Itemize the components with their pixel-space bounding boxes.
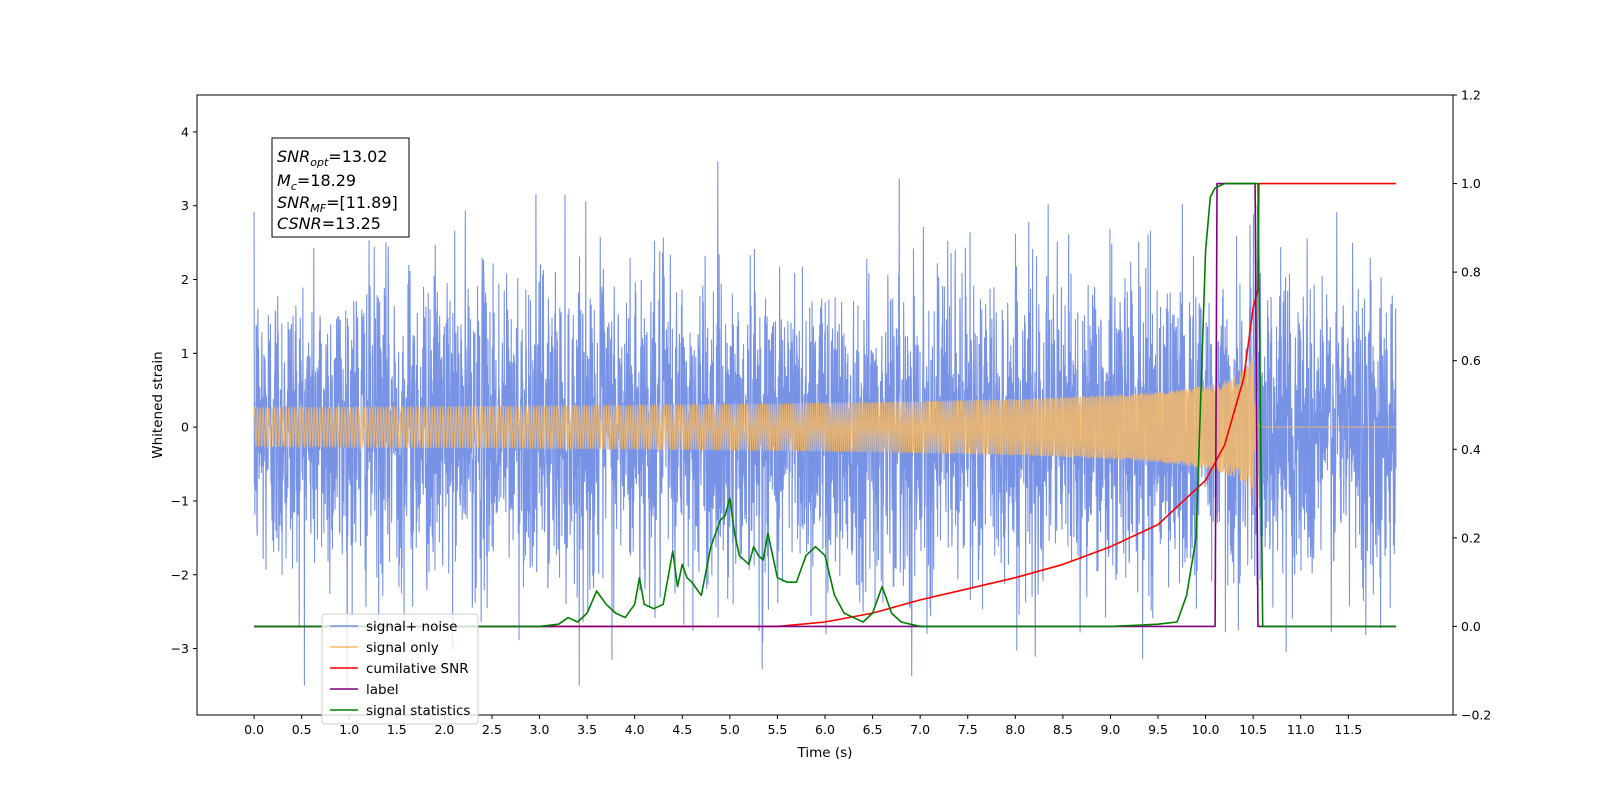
y2-tick-label: 0.6 [1461, 353, 1481, 368]
x-tick-label: 4.5 [672, 722, 692, 737]
y2-tick-label: 0.2 [1461, 530, 1481, 545]
y-axis-label: Whitened strain [150, 351, 166, 458]
svg-text:label: label [366, 682, 399, 698]
annotation-snr-opt: SNRopt=13.02 [277, 147, 388, 169]
x-tick-label: 9.5 [1148, 722, 1168, 737]
y-tick-label: 1 [181, 346, 189, 361]
x-tick-label: 11.5 [1334, 722, 1362, 737]
x-tick-label: 0.5 [292, 722, 312, 737]
y2-tick-label: 0.8 [1461, 265, 1481, 280]
y-tick-label: 3 [181, 198, 189, 213]
series-signal-statistics [254, 182, 1396, 628]
x-axis-label: Time (s) [797, 745, 853, 761]
x-tick-label: 3.0 [530, 722, 550, 737]
y2-tick-label: −0.2 [1461, 708, 1491, 723]
x-tick-label: 8.5 [1053, 722, 1073, 737]
x-tick-label: 1.0 [339, 722, 359, 737]
x-tick-label: 3.5 [577, 722, 597, 737]
svg-text:signal+ noise: signal+ noise [366, 619, 457, 635]
y2-tick-label: 1.0 [1461, 176, 1481, 191]
svg-text:cumilative SNR: cumilative SNR [366, 661, 469, 677]
x-tick-label: 11.0 [1287, 722, 1315, 737]
x-tick-label: 6.5 [863, 722, 883, 737]
x-tick-label: 4.0 [625, 722, 645, 737]
x-tick-label: 10.5 [1239, 722, 1267, 737]
x-axis: 0.0 0.5 1.0 1.5 2.0 2.5 3.0 3.5 4.0 4.5 5.0 5.5 6.0 6… [244, 715, 1362, 737]
y-tick-label: 2 [181, 272, 189, 287]
x-tick-label: 2.0 [434, 722, 454, 737]
series-signal-only [253, 354, 1396, 507]
y2-tick-label: 0.4 [1461, 442, 1481, 457]
y-tick-label: −1 [171, 493, 189, 508]
x-tick-label: 5.0 [720, 722, 740, 737]
x-tick-label: 9.0 [1101, 722, 1121, 737]
x-tick-label: 8.0 [1005, 722, 1025, 737]
svg-text:signal only: signal only [366, 640, 439, 656]
x-tick-label: 0.0 [244, 722, 264, 737]
y-axis-left: −3 −2 −1 0 1 2 3 4 [171, 124, 197, 656]
annotation-csnr: CSNR=13.25 [277, 214, 381, 233]
y-tick-label: −2 [171, 567, 189, 582]
annotation-snr-mf: SNRMF=[11.89] [277, 193, 398, 215]
series-cumulative-snr [254, 182, 1396, 628]
x-tick-label: 6.0 [815, 722, 835, 737]
series-layer [253, 161, 1397, 686]
legend-item-cumulative-snr: cumilative SNR [330, 661, 469, 677]
legend-item-signal-statistics: signal statistics [330, 703, 470, 719]
y-tick-label: 4 [181, 124, 189, 139]
legend-item-signal-only: signal only [330, 640, 439, 656]
y2-tick-label: 1.2 [1461, 88, 1481, 103]
x-tick-label: 7.5 [958, 722, 978, 737]
y2-tick-label: 0.0 [1461, 619, 1481, 634]
legend-item-label: label [330, 682, 399, 698]
y-tick-label: −3 [171, 641, 189, 656]
annotation-box: SNRopt=13.02 Mc=18.29 SNRMF=[11.89] CSNR… [271, 137, 410, 238]
y-tick-label: 0 [181, 420, 189, 435]
svg-text:signal statistics: signal statistics [366, 703, 470, 719]
y-axis-right: −0.2 0.0 0.2 0.4 0.6 0.8 1.0 1.2 [1453, 88, 1491, 723]
annotation-mc: Mc=18.29 [277, 171, 356, 193]
x-tick-label: 2.5 [482, 722, 502, 737]
legend-item-signal-noise: signal+ noise [330, 619, 457, 635]
legend: signal+ noise signal only cumilative SNR… [321, 613, 479, 725]
x-tick-label: 1.5 [387, 722, 407, 737]
x-tick-label: 10.0 [1192, 722, 1220, 737]
x-tick-label: 5.5 [767, 722, 787, 737]
x-tick-label: 7.0 [910, 722, 930, 737]
